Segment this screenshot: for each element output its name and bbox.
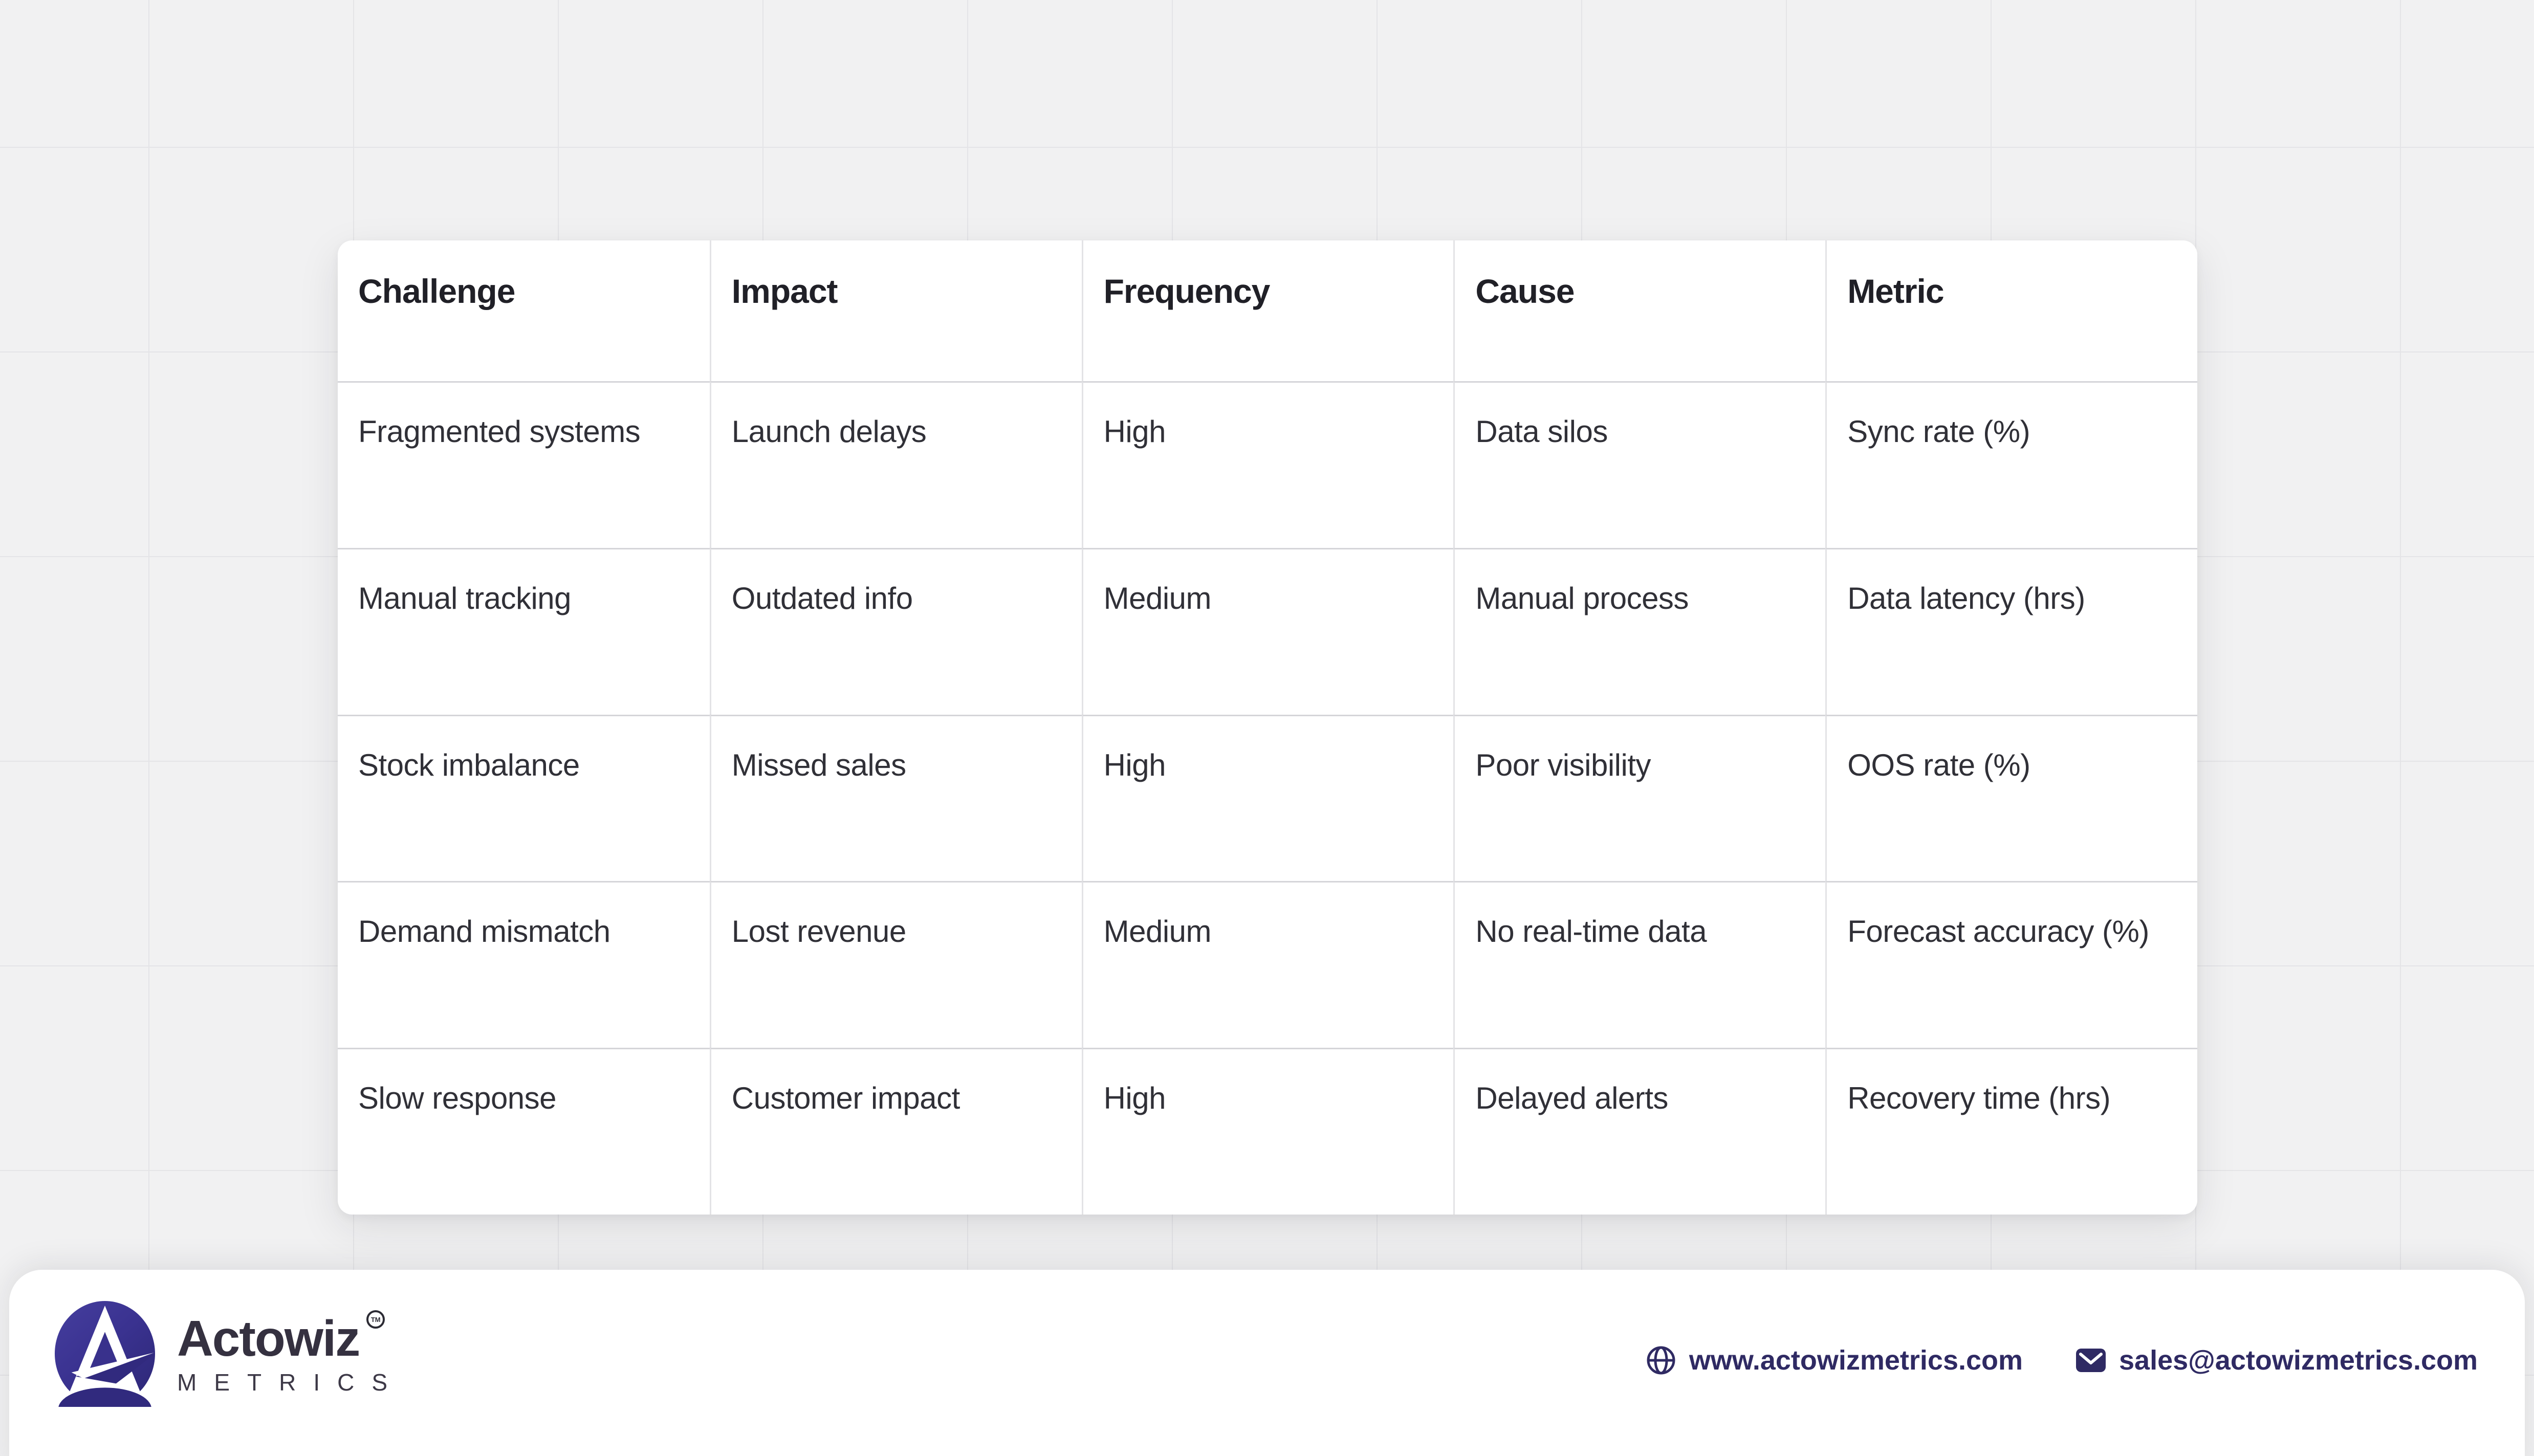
table-cell: Data latency (hrs) [1825,547,2197,715]
table-cell: Delayed alerts [1453,1048,1826,1215]
header-cell-cause: Cause [1453,240,1825,381]
header-cell-metric: Metric [1825,240,2197,381]
table-cell: Outdated info [709,547,1082,715]
table-cell: Forecast accuracy (%) [1825,881,2197,1048]
header-cell-frequency: Frequency [1081,240,1454,381]
table-cell: High [1081,1048,1454,1215]
globe-icon [1647,1346,1675,1375]
table-cell: High [1081,381,1454,548]
brand-name: Actowiz [177,1310,360,1366]
header-cell-challenge: Challenge [358,272,515,310]
table-cell: Customer impact [709,1048,1082,1215]
table-cell: Sync rate (%) [1825,381,2197,548]
trademark-badge: TM [366,1310,385,1329]
table-cell: Manual process [1453,547,1826,715]
table-cell: High [1081,714,1454,881]
website-link[interactable]: www.actowizmetrics.com [1646,1344,2023,1376]
table-cell: Demand mismatch [338,881,710,1048]
table-cell: Medium [1081,881,1454,1048]
table-cell: Lost revenue [709,881,1082,1048]
table-cell: Slow response [338,1048,710,1215]
footer-bar: Actowiz TM METRICS www.actowizmetrics.co… [9,1270,2525,1456]
table-cell: Poor visibility [1453,714,1826,881]
email-link[interactable]: sales@actowizmetrics.com [2076,1344,2478,1376]
actowiz-a-logo-icon [54,1301,156,1407]
challenges-table: Challenge Impact Frequency Cause Metric … [338,240,2197,1215]
table-cell: Recovery time (hrs) [1825,1048,2197,1215]
table-cell: No real-time data [1453,881,1826,1048]
table-cell: Stock imbalance [338,714,710,881]
brand-block: Actowiz TM METRICS [54,1300,405,1407]
brand-subname: METRICS [177,1369,405,1396]
table-cell: Launch delays [709,381,1082,548]
email-label: sales@actowizmetrics.com [2119,1345,2478,1376]
table-cell: Fragmented systems [338,381,710,548]
mail-icon [2076,1349,2106,1372]
table-cell: Manual tracking [338,547,710,715]
website-label: www.actowizmetrics.com [1689,1345,2023,1376]
table-cell: OOS rate (%) [1825,714,2197,881]
table-cell: Medium [1081,547,1454,715]
header-cell-impact: Impact [709,240,1082,381]
table-cell: Data silos [1453,381,1826,548]
footer-contact-row: www.actowizmetrics.com sales@actowizmetr… [1646,1344,2478,1376]
brand-text-block: Actowiz TM METRICS [177,1310,405,1396]
table-cell: Missed sales [709,714,1082,881]
